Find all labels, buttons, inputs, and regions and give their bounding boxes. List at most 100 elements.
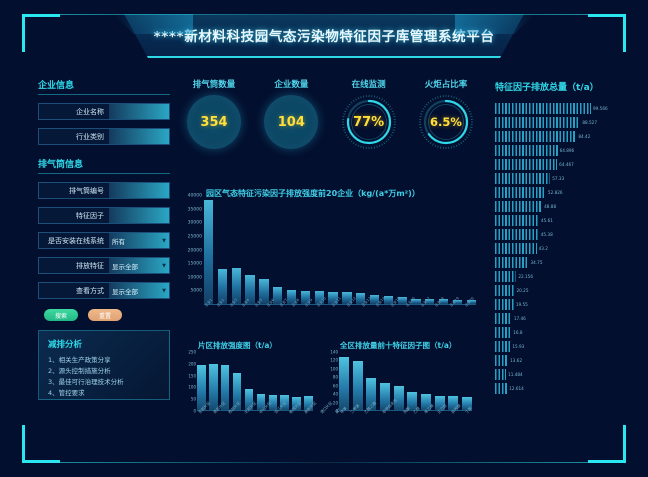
chart-bar[interactable]: [411, 298, 421, 304]
frame-corner-top-left: [22, 14, 60, 52]
chart-bar[interactable]: [328, 291, 338, 304]
chart-bar[interactable]: [466, 300, 476, 304]
factor-total-value: 12.614: [509, 385, 524, 391]
chart-bar[interactable]: [256, 393, 266, 410]
factor-total-row[interactable]: 16.8: [495, 326, 635, 338]
factor-total-row[interactable]: 45.38: [495, 228, 635, 240]
axis-tick-label: 40000: [187, 193, 202, 199]
district-chart-bars: [197, 352, 313, 410]
factor-total-bar: [495, 284, 515, 296]
factor-total-row[interactable]: 84.42: [495, 130, 635, 142]
chart-bar[interactable]: [314, 291, 324, 304]
factor-total-row[interactable]: 88.527: [495, 116, 635, 128]
kpi-card-3: 火炬占比率 6.5%: [412, 78, 480, 149]
analysis-item[interactable]: 3、最佳可行治理技术分析: [48, 378, 124, 386]
filter-sidebar: 企业信息 企业名称 行业类别 排气筒信息 排气筒编号 特征因子 是否安装在线系统 所有 ▼…: [38, 78, 170, 321]
axis-tick-label: 150: [188, 373, 196, 379]
kpi-gauge: 6.5%: [418, 95, 473, 149]
factor-total-row[interactable]: 48.88: [495, 200, 635, 212]
filter-input-1[interactable]: [109, 129, 169, 144]
factor-total-row[interactable]: 43.2: [495, 242, 635, 254]
chart-bar[interactable]: [352, 360, 363, 410]
factor-total-bar: [495, 186, 546, 198]
filter-field-0[interactable]: 企业名称: [38, 103, 170, 120]
chart-bar[interactable]: [342, 292, 352, 304]
chart-bar[interactable]: [232, 372, 242, 410]
chart-bar[interactable]: [380, 383, 390, 410]
factor-total-bar: [495, 326, 512, 338]
factor-total-row[interactable]: 45.61: [495, 214, 635, 226]
chart-bar[interactable]: [397, 296, 407, 304]
chart-bar[interactable]: [220, 365, 230, 410]
chart-bar[interactable]: [304, 395, 313, 410]
filter-select-5[interactable]: 显示全部 ▼: [109, 258, 169, 273]
factor-total-row[interactable]: 20.25: [495, 284, 635, 296]
factor-total-row[interactable]: 11.484: [495, 368, 635, 380]
filter-input-3[interactable]: [109, 208, 169, 223]
reduction-analysis-list: 1、相关生产政策分享 2、源头控制措施分析 3、最佳可行治理技术分析 4、管控要求: [48, 355, 160, 399]
chart-bar[interactable]: [292, 397, 301, 410]
filter-field-6[interactable]: 查看方式 显示全部 ▼: [38, 282, 170, 299]
chart-bar[interactable]: [369, 295, 380, 304]
filter-field-3[interactable]: 特征因子: [38, 207, 170, 224]
filter-field-2[interactable]: 排气筒编号: [38, 182, 170, 199]
chart-bar[interactable]: [273, 287, 283, 304]
filter-field-1[interactable]: 行业类别: [38, 128, 170, 145]
analysis-item[interactable]: 1、相关生产政策分享: [48, 356, 111, 364]
chart-bar[interactable]: [259, 279, 269, 304]
chart-bar[interactable]: [245, 275, 255, 304]
chart-bar[interactable]: [197, 364, 206, 410]
factor-total-row[interactable]: 22.156: [495, 270, 635, 282]
chart-bar[interactable]: [300, 290, 311, 304]
chart-bar[interactable]: [383, 296, 393, 304]
chart-bar[interactable]: [286, 290, 297, 304]
reset-button[interactable]: 重置: [88, 309, 122, 321]
factor-total-row[interactable]: 57.33: [495, 172, 635, 184]
factor-total-row[interactable]: 17.46: [495, 312, 635, 324]
chart-bar[interactable]: [339, 357, 349, 410]
factor-total-row[interactable]: 13.62: [495, 354, 635, 366]
chart-bar[interactable]: [217, 268, 228, 304]
chart-bar[interactable]: [425, 299, 435, 304]
chart-bar[interactable]: [407, 391, 418, 410]
factor-total-value: 17.46: [513, 315, 526, 321]
factor-total-bar: [495, 242, 537, 254]
chart-bar[interactable]: [356, 293, 366, 304]
filter-select-4[interactable]: 所有 ▼: [109, 233, 169, 248]
axis-tick-label: 15000: [187, 261, 202, 267]
chart-bar[interactable]: [268, 394, 278, 410]
chart-bar[interactable]: [208, 364, 218, 410]
chart-bar[interactable]: [421, 394, 431, 410]
factor-total-row[interactable]: 99.566: [495, 102, 635, 114]
chart-bar[interactable]: [434, 395, 445, 410]
chart-bar[interactable]: [448, 396, 459, 410]
chart-bar[interactable]: [280, 395, 290, 410]
factor-total-row[interactable]: 64.896: [495, 144, 635, 156]
filter-input-0[interactable]: [109, 104, 169, 119]
chart-bar[interactable]: [393, 385, 404, 410]
filter-field-4[interactable]: 是否安装在线系统 所有 ▼: [38, 232, 170, 249]
axis-tick-label: 5000: [190, 288, 202, 294]
chart-bar[interactable]: [462, 396, 472, 410]
chart-bar[interactable]: [452, 299, 463, 304]
factor-total-row[interactable]: 52.826: [495, 186, 635, 198]
factor-total-value: 45.61: [540, 217, 553, 223]
chart-bar[interactable]: [231, 268, 241, 304]
chart-bar[interactable]: [204, 200, 214, 304]
chart-bar[interactable]: [439, 299, 449, 304]
filter-select-6[interactable]: 显示全部 ▼: [109, 283, 169, 298]
factor-total-row[interactable]: 19.55: [495, 298, 635, 310]
analysis-item[interactable]: 4、管控要求: [48, 389, 85, 397]
factor-total-row[interactable]: 34.75: [495, 256, 635, 268]
analysis-item[interactable]: 2、源头控制措施分析: [48, 367, 111, 375]
chart-bar[interactable]: [244, 388, 254, 410]
factor-total-row[interactable]: 15.93: [495, 340, 635, 352]
factor-total-bar: [495, 340, 511, 352]
filter-field-5[interactable]: 排放特征 显示全部 ▼: [38, 257, 170, 274]
factor-total-value: 57.33: [552, 175, 565, 181]
filter-input-2[interactable]: [109, 183, 169, 198]
chart-bar[interactable]: [366, 377, 377, 410]
factor-total-row[interactable]: 64.467: [495, 158, 635, 170]
search-button[interactable]: 搜索: [44, 309, 78, 321]
factor-total-row[interactable]: 12.614: [495, 382, 635, 394]
